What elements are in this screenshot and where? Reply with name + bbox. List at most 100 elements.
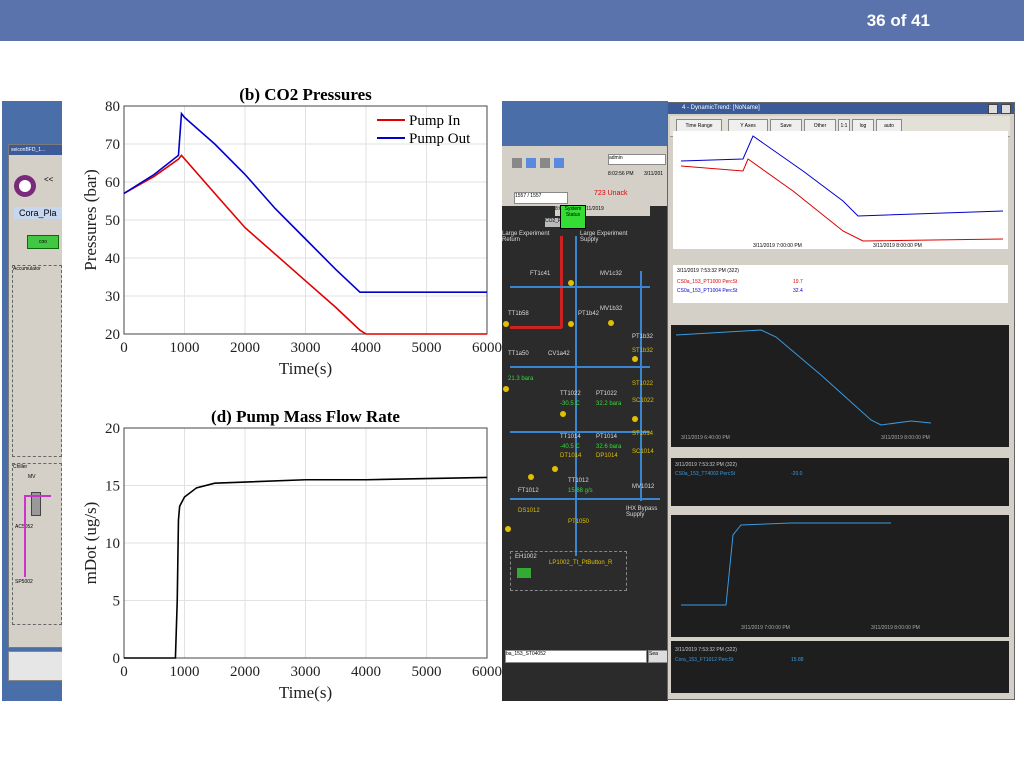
accumulator-group: Accumulator bbox=[12, 265, 62, 457]
trend-panel-1[interactable]: 3/11/2019 7:00:00 PM 3/11/2019 8:00:00 P… bbox=[673, 131, 1008, 249]
status-dot bbox=[552, 466, 558, 472]
x-tick-label: 3000 bbox=[291, 664, 321, 680]
x-axis-label: Time(s) bbox=[279, 683, 332, 702]
heater-indicator bbox=[517, 568, 531, 578]
tag-tt1022: TT1022 bbox=[560, 391, 581, 397]
search-button[interactable]: Sea bbox=[648, 650, 668, 663]
left-bottom-bar bbox=[8, 651, 63, 681]
tag-st1014: ST1014 bbox=[632, 431, 654, 437]
tag-sc1022: SC1022 bbox=[632, 398, 654, 404]
pump-mass-flow-chart: 0 1000 2000 3000 4000 5000 6000 0 5 10 15 20 (d) Pum… bbox=[81, 407, 502, 702]
legend1-value-2: 32.4 bbox=[793, 288, 803, 294]
tag-st1b32: ST1b32 bbox=[632, 348, 654, 354]
return-label: Large Experiment Return bbox=[502, 231, 550, 243]
value-ft1012: 15.88 g/s bbox=[568, 488, 593, 494]
y-tick-label: 10 bbox=[105, 536, 120, 552]
legend1-time: 3/11/2019 7:53:32 PM (322) bbox=[677, 268, 739, 274]
toolbar-icon-3[interactable] bbox=[540, 158, 550, 168]
plot-frame bbox=[123, 427, 488, 659]
app-logo-inner-icon bbox=[19, 180, 31, 192]
x-tick-label: 1000 bbox=[170, 340, 200, 356]
value-pt1022: 32.2 bara bbox=[596, 401, 622, 407]
legend1-value-1: 19.7 bbox=[793, 279, 803, 285]
trend-legend-3: 3/11/2019 7:53:32 PM (322) Cora_153_FT10… bbox=[671, 641, 1009, 693]
plot-frame bbox=[123, 105, 488, 335]
series-line bbox=[124, 476, 488, 659]
x-tick-label: 6000 bbox=[472, 340, 502, 356]
status-dot bbox=[505, 526, 511, 532]
legend3-time: 3/11/2019 7:53:32 PM (322) bbox=[675, 647, 737, 653]
close-icon[interactable] bbox=[1001, 104, 1011, 114]
dynamic-trend-window: 4 - DynamicTrend: [NoName] Time Range Y … bbox=[667, 102, 1015, 700]
trend-panel-3[interactable]: 3/11/2019 7:00:00 PM 3/11/2019 8:00:00 P… bbox=[671, 515, 1009, 637]
back-nav-button[interactable]: << bbox=[44, 175, 54, 184]
x-tick-label: 0 bbox=[120, 340, 128, 356]
legend3-name: Cora_153_FT1012 PercSt bbox=[675, 657, 734, 663]
mid-toolbar: admin 8:02:56 PM 3/11/201 1557 / 1557 72… bbox=[500, 146, 668, 206]
tag-eh1002: EH1002 bbox=[515, 554, 537, 560]
process-diagram: 8:02:57 PM 3/11/2019 CO2_Pump_a Large Ex… bbox=[500, 206, 668, 701]
status-dot bbox=[568, 321, 574, 327]
y-tick-label: 70 bbox=[105, 137, 120, 153]
mid-scada-background: admin 8:02:56 PM 3/11/201 1557 / 1557 72… bbox=[500, 101, 668, 701]
trend-temp-line bbox=[675, 329, 932, 426]
tag-pt1b42: PT1b42 bbox=[578, 311, 600, 317]
pipe-right bbox=[640, 271, 642, 501]
left-tab[interactable]: Cora_Pla bbox=[14, 207, 62, 219]
tag-st1022: ST1022 bbox=[632, 381, 654, 387]
toolbar-icon-2[interactable] bbox=[526, 158, 536, 168]
time-display-1: 8:02:56 PM bbox=[608, 171, 634, 177]
toolbar-icon-4[interactable] bbox=[554, 158, 564, 168]
supply-pipe bbox=[575, 236, 577, 556]
pipe-row-2 bbox=[510, 366, 650, 368]
chart-title: (b) CO2 Pressures bbox=[239, 85, 372, 104]
alarm-count[interactable]: 723 Unack bbox=[594, 190, 628, 197]
tag-tt1014: TT1014 bbox=[560, 434, 581, 440]
tag-dp1012: DS1012 bbox=[518, 508, 540, 514]
y-tick-label: 20 bbox=[105, 327, 120, 343]
status-dot bbox=[632, 416, 638, 422]
pipe-row-1 bbox=[510, 286, 650, 288]
status-dot bbox=[503, 321, 509, 327]
tag-mv1012: MV1012 bbox=[632, 484, 655, 490]
value-tt1022: -30.5 C bbox=[560, 401, 580, 407]
panel2-xlabel-2: 3/11/2019 8:00:00 PM bbox=[881, 435, 930, 441]
tag-dp1014: DP1014 bbox=[596, 453, 618, 459]
chart-svg-container: 0 1000 2000 3000 4000 5000 600020304050607080(… bbox=[81, 85, 502, 702]
tag-mv1c32: MV1c32 bbox=[600, 271, 623, 277]
status-dot bbox=[608, 320, 614, 326]
purple-pipe bbox=[24, 495, 51, 577]
system-status-button[interactable]: System Status bbox=[560, 205, 586, 229]
y-axis-label: mDot (ug/s) bbox=[81, 502, 100, 585]
date-display-2: 3/11/2019 bbox=[581, 206, 604, 212]
chiller-tag-sp: SP5002 bbox=[15, 579, 33, 585]
trend-panel-2[interactable]: 3/11/2019 6:40:00 PM 3/11/2019 8:00:00 P… bbox=[671, 325, 1009, 447]
pipe-row-4 bbox=[510, 498, 660, 500]
status-dot bbox=[568, 280, 574, 286]
legend1-name-2: CS0a_153_PT1004 PercSt bbox=[677, 288, 738, 294]
co2-pressures-chart: 0 1000 2000 3000 4000 5000 6000 20 30 40 50 60 70 80 (… bbox=[81, 85, 502, 378]
legend2-time: 3/11/2019 7:53:32 PM (322) bbox=[675, 462, 737, 468]
x-tick-label: 5000 bbox=[412, 664, 442, 680]
toolbar-icon-1[interactable] bbox=[512, 158, 522, 168]
user-field[interactable]: admin bbox=[608, 154, 666, 165]
y-tick-label: 15 bbox=[105, 479, 120, 495]
y-axis-label: Pressures (bar) bbox=[81, 169, 100, 271]
y-tick-label: 80 bbox=[105, 99, 120, 115]
x-tick-label: 2000 bbox=[230, 340, 260, 356]
tag-ft1c41: FT1c41 bbox=[530, 271, 551, 277]
legend-label: Pump Out bbox=[409, 131, 471, 147]
search-field[interactable]: ba_153_ST04052 bbox=[505, 650, 647, 663]
panel3-xlabel-1: 3/11/2019 7:00:00 PM bbox=[741, 625, 790, 631]
left-scada-window: seiconBFD_1... << Cora_Pla coo Accumulat… bbox=[8, 144, 63, 648]
series-line bbox=[123, 154, 487, 335]
left-green-button[interactable]: coo bbox=[27, 235, 59, 249]
trend-panel-3-plot bbox=[681, 522, 891, 606]
value-tt1014: -40.5 C bbox=[560, 444, 580, 450]
x-axis-label: Time(s) bbox=[279, 359, 332, 378]
panel2-xlabel-1: 3/11/2019 6:40:00 PM bbox=[681, 435, 730, 441]
legend2-value: -20.0 bbox=[791, 471, 803, 477]
minimize-icon[interactable] bbox=[988, 104, 998, 114]
status-dot bbox=[560, 411, 566, 417]
trend-red-line bbox=[680, 158, 1004, 242]
